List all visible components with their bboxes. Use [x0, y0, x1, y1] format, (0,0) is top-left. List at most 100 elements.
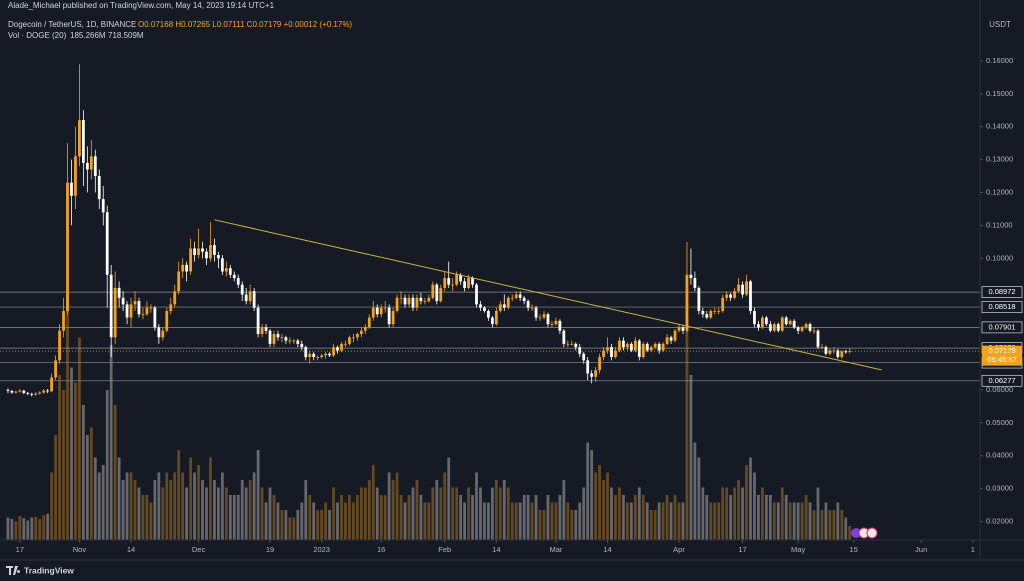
volume-bar — [129, 472, 133, 540]
candle-body — [18, 390, 22, 392]
volume-bar — [336, 502, 339, 540]
volume-bar — [745, 465, 748, 540]
candle-body — [749, 281, 752, 311]
candle-body — [220, 258, 224, 272]
volume-bar — [832, 510, 836, 540]
candle-body — [14, 391, 18, 393]
candle-body — [359, 330, 363, 335]
candle-body — [224, 268, 228, 272]
y-tick-label: 0.16000 — [986, 56, 1013, 65]
candle-body — [411, 297, 415, 308]
volume-bar — [475, 472, 478, 540]
volume-bar — [256, 450, 260, 540]
level-label-box — [981, 321, 1023, 334]
candle-body — [804, 324, 808, 328]
candle-body — [582, 353, 586, 361]
candle-body — [54, 360, 57, 378]
candle-body — [74, 156, 77, 196]
candle-body — [34, 393, 38, 395]
x-tick-label: Dec — [192, 545, 206, 554]
y-tick-label: 0.11000 — [986, 220, 1013, 229]
volume-bar — [725, 487, 729, 540]
candle-body — [475, 284, 478, 305]
volume-bar — [562, 480, 566, 540]
candle-body — [363, 327, 367, 331]
candle-body — [729, 294, 733, 298]
volume-bar — [288, 517, 292, 540]
volume-bar — [637, 487, 641, 540]
volume-bar — [780, 487, 784, 540]
volume-bar — [534, 495, 538, 540]
x-tick-label: 17 — [16, 545, 24, 554]
volume-bar — [10, 519, 14, 540]
volume-bar — [629, 502, 633, 540]
candle-body — [81, 120, 85, 163]
volume-bar — [332, 487, 335, 540]
volume-bar — [566, 502, 570, 540]
volume-bar — [764, 495, 768, 540]
volume-bar — [169, 480, 173, 540]
candle-body — [498, 304, 502, 311]
candle-body — [526, 301, 530, 308]
volume-bar — [189, 457, 192, 540]
candle-body — [387, 307, 391, 325]
x-tick-label: 14 — [603, 545, 611, 554]
level-label: 0.06277 — [988, 376, 1015, 385]
candle-body — [276, 334, 280, 338]
x-tick-label: May — [791, 545, 805, 554]
y-tick-label: 0.15000 — [986, 89, 1013, 98]
candle-body — [681, 327, 685, 331]
candle-body — [93, 156, 97, 177]
volume-bar — [459, 495, 463, 540]
candle-body — [62, 310, 65, 331]
volume-bar — [363, 487, 367, 540]
x-tick-label: 14 — [127, 545, 135, 554]
candle-body — [697, 287, 701, 311]
volume-bar — [105, 390, 109, 540]
volume-bar — [753, 472, 756, 540]
candle-body — [808, 324, 812, 331]
volume-bar — [661, 502, 665, 540]
candle-body — [459, 274, 463, 282]
candle-body — [725, 294, 729, 298]
volume-bar — [530, 502, 534, 540]
candle-body — [181, 264, 185, 272]
x-tick-label: Jun — [915, 545, 927, 554]
candle-body — [240, 284, 244, 295]
symbol: Dogecoin / TetherUS, 1D, BINANCE — [8, 20, 136, 29]
candle-body — [578, 347, 582, 354]
candle-body — [244, 294, 248, 302]
volume-bar — [399, 495, 403, 540]
x-tick-label: 14 — [492, 545, 500, 554]
candle-body — [296, 340, 300, 344]
volume-bar — [471, 495, 474, 540]
volume-bar — [316, 510, 320, 540]
volume-bar — [717, 502, 721, 540]
candle-body — [586, 360, 590, 374]
candle-body — [566, 343, 570, 345]
volume-bar — [812, 510, 816, 540]
candle-body — [117, 287, 121, 298]
level-label-box — [981, 301, 1023, 313]
y-tick-label: 0.12000 — [986, 187, 1013, 196]
volume-bar — [487, 502, 490, 540]
volume-bar — [85, 435, 89, 540]
volume-bar — [177, 450, 181, 540]
candle-body — [352, 337, 355, 339]
candle-body — [395, 297, 399, 311]
x-tick-label: Feb — [438, 545, 451, 554]
volume-bar — [161, 487, 165, 540]
candle-body — [848, 351, 852, 352]
volume-bar — [383, 495, 387, 540]
candle-body — [58, 330, 61, 361]
volume-bar — [344, 502, 347, 540]
candle-body — [439, 287, 443, 302]
volume-bar — [554, 502, 558, 540]
volume-bar — [296, 510, 300, 540]
candle-body — [97, 176, 101, 200]
volume-bar — [423, 502, 427, 540]
volume-bar — [185, 487, 189, 540]
volume-bar — [308, 495, 312, 540]
